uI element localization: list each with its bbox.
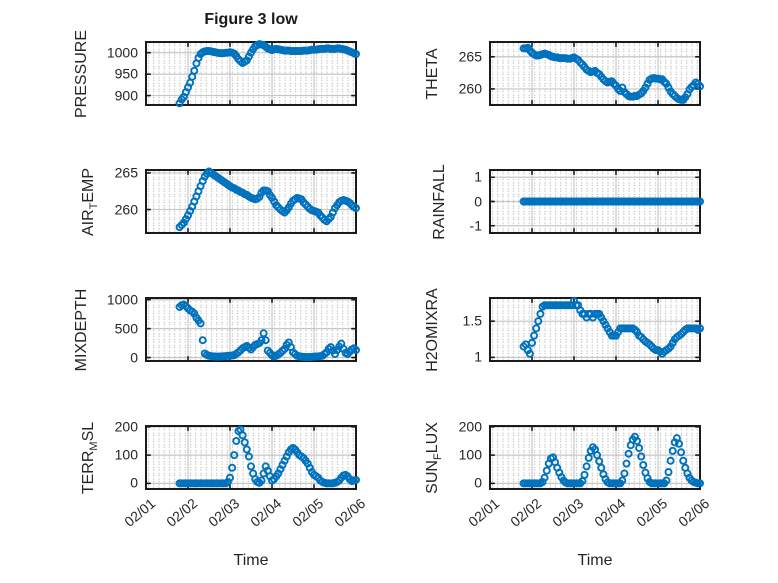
data-markers [519,197,704,206]
y-tick-label: 0 [474,475,482,492]
subplot-mixdepth: 0 500 1000 MIXDEPTH [73,288,360,371]
y-tick-label: 100 [114,446,138,463]
tick-marks [147,171,355,232]
y-tick-label: 1000 [106,44,138,61]
y-tick-label: 260 [114,201,138,218]
subplot-rainfall: -1 0 1 RAINFALL [431,164,704,239]
data-markers [519,43,704,104]
figure-title: Figure 3 low [204,11,298,28]
y-tick-label: 1000 [106,291,138,308]
plot-area-air_temp [145,167,360,234]
y-axis-label: AIRTEMP [80,167,101,236]
data-markers [175,40,360,108]
data-markers [519,432,704,488]
y-tick-label: 1.5 [462,312,482,329]
major-grid [490,170,700,233]
y-tick-label: 900 [114,87,138,104]
plot-area-terr_msl [145,425,360,490]
y-axis-label: RAINFALL [431,163,449,240]
y-tick-label: 500 [114,320,138,337]
data-markers [519,296,704,358]
y-tick-label: 0 [474,193,482,210]
plot-area-sun_flux [489,425,704,490]
y-axis-label: MIXDEPTH [72,288,90,371]
y-tick-label: 0 [130,475,138,492]
subplot-air-temp: 260 265 AIRTEMP [80,165,360,236]
axes-frame [145,297,357,362]
axes-frame [145,41,357,106]
subplot-h2omixra: 1 1.5 H2OMIXRA [424,288,704,371]
plot-area-h2omixra [489,296,704,362]
y-tick-label: -1 [469,217,482,234]
x-axis-label-right: Time [577,552,613,569]
y-tick-label: 950 [114,65,138,82]
y-tick-label: 1 [474,168,482,185]
y-tick-label: 1 [474,349,482,366]
axes-frame [145,425,357,490]
y-axis-label: THETA [424,47,442,100]
axes-frame [489,41,701,106]
y-axis-label: PRESSURE [72,29,90,118]
y-tick-label: 265 [458,48,482,65]
y-axis-label: TERRMSL [80,421,101,494]
y-tick-label: 260 [458,80,482,97]
x-axis-label-left: Time [233,552,269,569]
plot-area-theta [489,41,704,106]
tick-marks [491,299,699,360]
plot-area-rainfall [489,169,704,234]
y-tick-label: 200 [114,418,138,435]
subplot-terr-msl: 0 100 200 TERRMSL 02/01 02/02 02/03 02/04 02/05 0… [80,419,368,530]
subplot-pressure: 900 950 1000 PRESSURE [73,29,360,118]
plot-area-pressure [145,40,360,108]
axes-frame [489,425,701,490]
y-axis-label: H2OMIXRA [424,287,442,372]
y-tick-label: 200 [458,418,482,435]
subplot-theta: 260 265 THETA [424,41,704,106]
data-markers [175,300,360,361]
y-tick-label: 265 [114,164,138,181]
y-tick-label: 0 [130,349,138,366]
y-tick-label: 100 [458,446,482,463]
data-markers [175,425,360,488]
plot-area-mixdepth [145,297,360,362]
data-markers [175,167,360,232]
subplot-sun-flux: 0 100 200 SUNFLUX 02/01 02/02 02/03 02/04 02/05 0… [424,419,712,530]
axes-frame [145,169,357,234]
y-axis-label: SUNFLUX [424,421,445,494]
